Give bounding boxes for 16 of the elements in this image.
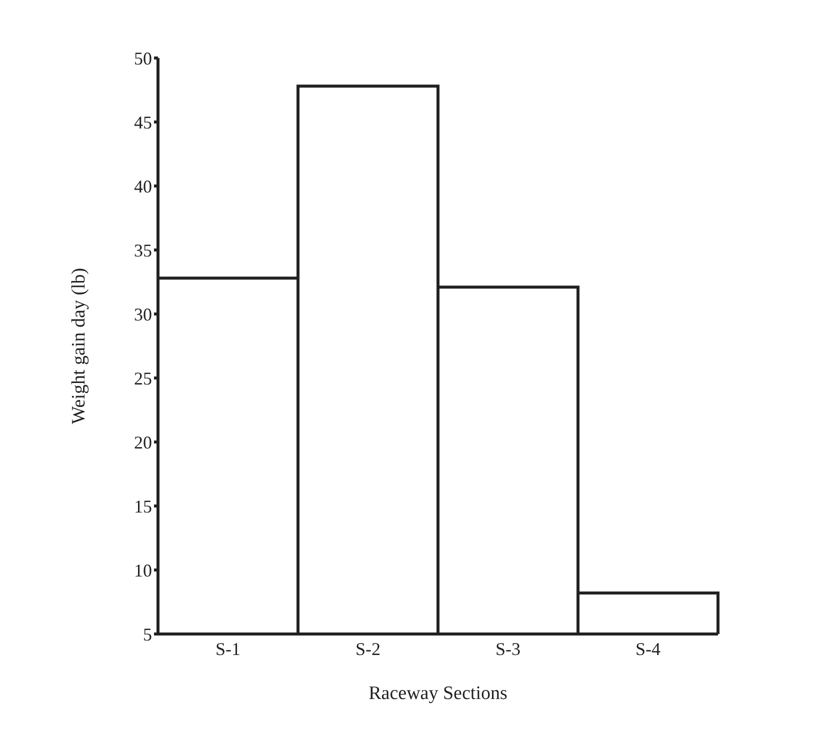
y-tick-label: 20 [134, 432, 152, 452]
x-axis-title: Raceway Sections [368, 683, 508, 704]
y-tick-label: 30 [134, 304, 152, 324]
y-tick-label: 5 [143, 624, 152, 644]
x-tick-label: S-1 [215, 638, 241, 659]
y-tick-label: 45 [134, 112, 152, 132]
x-tick-label: S-4 [635, 638, 661, 659]
y-tick-label: 25 [134, 368, 152, 388]
y-axis-title: Weight gain day (lb) [68, 268, 90, 424]
y-tick-label: 35 [134, 240, 152, 260]
y-tick-label: 10 [134, 560, 152, 580]
x-tick-label: S-3 [495, 638, 521, 659]
y-tick-label: 50 [134, 48, 152, 68]
y-tick-label: 40 [134, 176, 152, 196]
x-tick-label: S-2 [355, 638, 381, 659]
y-tick-label: 15 [134, 496, 152, 516]
